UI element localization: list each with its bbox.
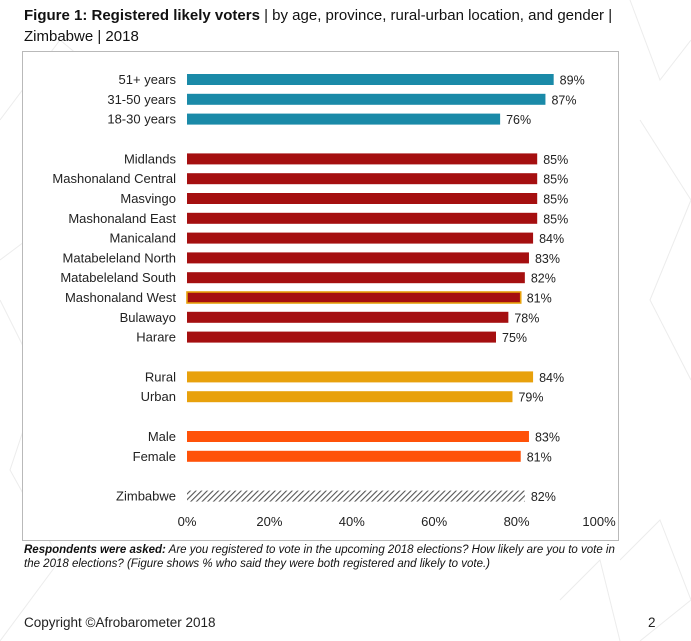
- category-label: 31-50 years: [107, 92, 176, 107]
- bar: [187, 193, 538, 204]
- survey-question-note: Respondents were asked: Are you register…: [24, 543, 624, 571]
- category-label: 18-30 years: [107, 112, 176, 127]
- category-label: Manicaland: [110, 231, 177, 246]
- category-label: Rural: [145, 369, 176, 384]
- note-text: Are you registered to vote in the upcomi…: [24, 544, 615, 570]
- value-label: 85%: [543, 173, 568, 187]
- value-label: 83%: [535, 431, 560, 445]
- bar: [187, 153, 538, 165]
- value-label: 81%: [527, 292, 552, 306]
- x-tick-label: 0%: [178, 514, 197, 529]
- category-label: Mashonaland Central: [52, 171, 176, 186]
- value-label: 78%: [514, 311, 539, 325]
- value-label: 82%: [531, 272, 556, 286]
- bar: [187, 371, 534, 383]
- category-label: 51+ years: [119, 72, 177, 87]
- note-lead: Respondents were asked:: [24, 544, 166, 556]
- category-label: Mashonaland West: [65, 290, 176, 305]
- bar: [187, 490, 525, 502]
- figure-title: Figure 1: Registered likely voters | by …: [24, 5, 664, 47]
- category-label: Mashonaland East: [68, 211, 176, 226]
- value-label: 83%: [535, 252, 560, 266]
- figure-title-rest: | by age, province, rural-urban location…: [24, 7, 613, 45]
- bar: [187, 431, 529, 442]
- x-tick-label: 60%: [421, 514, 447, 529]
- value-label: 84%: [539, 371, 564, 385]
- value-label: 85%: [543, 212, 568, 226]
- bar: [187, 212, 538, 224]
- value-label: 76%: [506, 113, 531, 127]
- x-tick-label: 20%: [256, 514, 282, 529]
- value-label: 75%: [502, 331, 527, 345]
- value-label: 85%: [543, 153, 568, 167]
- category-label: Zimbabwe: [116, 489, 176, 504]
- x-tick-label: 40%: [339, 514, 365, 529]
- x-tick-label: 80%: [504, 514, 530, 529]
- category-label: Matabeleland South: [60, 270, 176, 285]
- bar: [187, 252, 529, 264]
- figure-title-bold: Figure 1: Registered likely voters: [24, 7, 260, 24]
- category-label: Matabeleland North: [63, 250, 176, 265]
- value-label: 87%: [551, 93, 576, 107]
- bar: [187, 331, 496, 343]
- category-label: Midlands: [124, 151, 177, 166]
- category-label: Masvingo: [120, 191, 176, 206]
- bar: [187, 173, 538, 185]
- bar: [187, 391, 513, 403]
- bar: [186, 291, 522, 304]
- bar: [187, 113, 501, 125]
- x-tick-label: 100%: [582, 514, 616, 529]
- bar: [187, 311, 509, 323]
- value-label: 85%: [543, 193, 568, 207]
- footer-copyright: Copyright ©Afrobarometer 2018: [24, 615, 216, 630]
- category-label: Harare: [136, 330, 176, 345]
- value-label: 84%: [539, 232, 564, 246]
- bar: [187, 74, 554, 85]
- value-label: 81%: [527, 450, 552, 464]
- category-label: Male: [148, 429, 176, 444]
- bar: [187, 272, 525, 284]
- bar-chart: 51+ years 89% 31-50 years 87% 18-30 years 76%…: [52, 72, 616, 529]
- value-label: 79%: [518, 391, 543, 405]
- chart-container: 51+ years 89% 31-50 years 87% 18-30 years 76%…: [22, 51, 619, 541]
- value-label: 82%: [531, 490, 556, 504]
- value-label: 89%: [560, 74, 585, 88]
- category-label: Female: [133, 449, 176, 464]
- bar: [187, 93, 546, 105]
- category-label: Urban: [141, 389, 176, 404]
- bar: [187, 450, 521, 462]
- category-label: Bulawayo: [120, 310, 176, 325]
- bar: [187, 232, 534, 244]
- page-number: 2: [648, 615, 656, 630]
